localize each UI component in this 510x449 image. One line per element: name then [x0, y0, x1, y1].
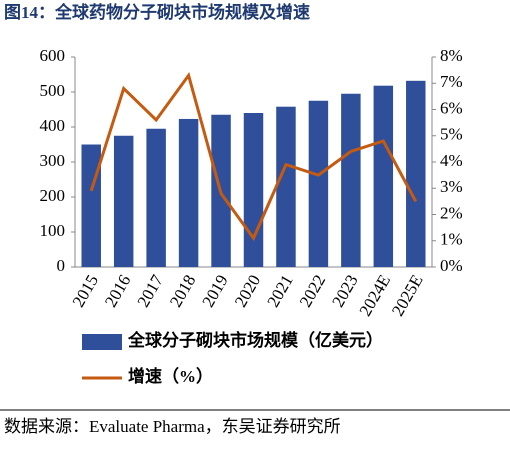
x-tick-label: 2024E — [356, 271, 395, 319]
y-tick-label: 400 — [40, 116, 66, 135]
source: 数据来源：Evaluate Pharma，东吴证券研究所 — [4, 417, 341, 436]
x-tick-label: 2017 — [134, 271, 168, 310]
legend-swatch — [82, 334, 122, 350]
y-tick-label: 200 — [40, 186, 66, 205]
y2-tick-label: 2% — [440, 203, 463, 222]
chart-title: 图14：全球药物分子砌块市场规模及增速 — [4, 2, 310, 22]
bar — [308, 100, 329, 267]
x-tick-label: 2020 — [231, 271, 264, 310]
x-tick-label: 2015 — [69, 271, 102, 310]
y2-tick-label: 0% — [440, 256, 463, 275]
legend-label: 增速（%） — [128, 366, 213, 386]
x-tick-label: 2016 — [101, 271, 134, 310]
legend-label: 全球分子砌块市场规模（亿美元） — [127, 330, 383, 350]
y2-tick-label: 4% — [440, 151, 463, 170]
x-tick-label: 2019 — [198, 271, 231, 310]
line — [89, 71, 418, 242]
y-tick-label: 300 — [40, 151, 66, 170]
x-tick-label: 2025E — [388, 271, 427, 319]
bar — [243, 113, 264, 267]
y2-tick-label: 8% — [440, 46, 463, 65]
x-tick-label: 2018 — [166, 271, 199, 310]
y2-tick-label: 1% — [440, 230, 463, 249]
y-tick-label: 0 — [57, 256, 66, 275]
bar — [406, 80, 426, 267]
x-tick-label: 2022 — [296, 271, 329, 310]
bar — [341, 93, 361, 267]
bar — [178, 118, 199, 267]
x-tick-label: 2021 — [263, 271, 296, 310]
y-tick-label: 500 — [40, 81, 66, 100]
y-tick-label: 600 — [40, 46, 66, 65]
y2-tick-label: 3% — [440, 177, 463, 196]
y2-tick-label: 5% — [440, 125, 463, 144]
bar — [81, 144, 101, 267]
y2-tick-label: 6% — [440, 98, 463, 117]
bar — [373, 85, 394, 267]
y-tick-label: 100 — [40, 221, 66, 240]
y2-tick-label: 7% — [440, 72, 463, 91]
bar — [113, 135, 134, 267]
bar — [276, 106, 296, 267]
x-tick-label: 2023 — [328, 271, 361, 310]
bar — [146, 128, 166, 267]
